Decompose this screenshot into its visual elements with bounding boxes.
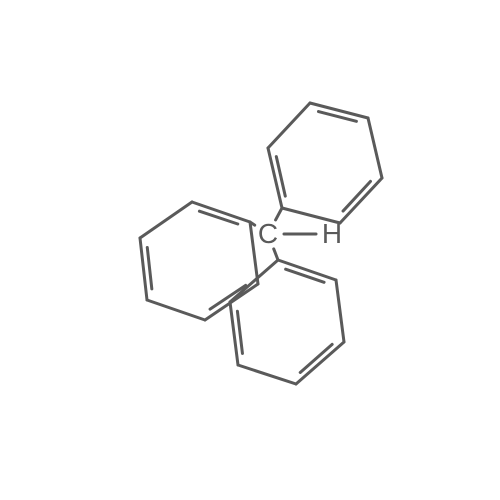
central-carbon-label: C	[258, 218, 278, 250]
molecule-svg	[0, 0, 500, 500]
molecule-diagram: C H	[0, 0, 500, 500]
hydrogen-label: H	[322, 218, 342, 250]
